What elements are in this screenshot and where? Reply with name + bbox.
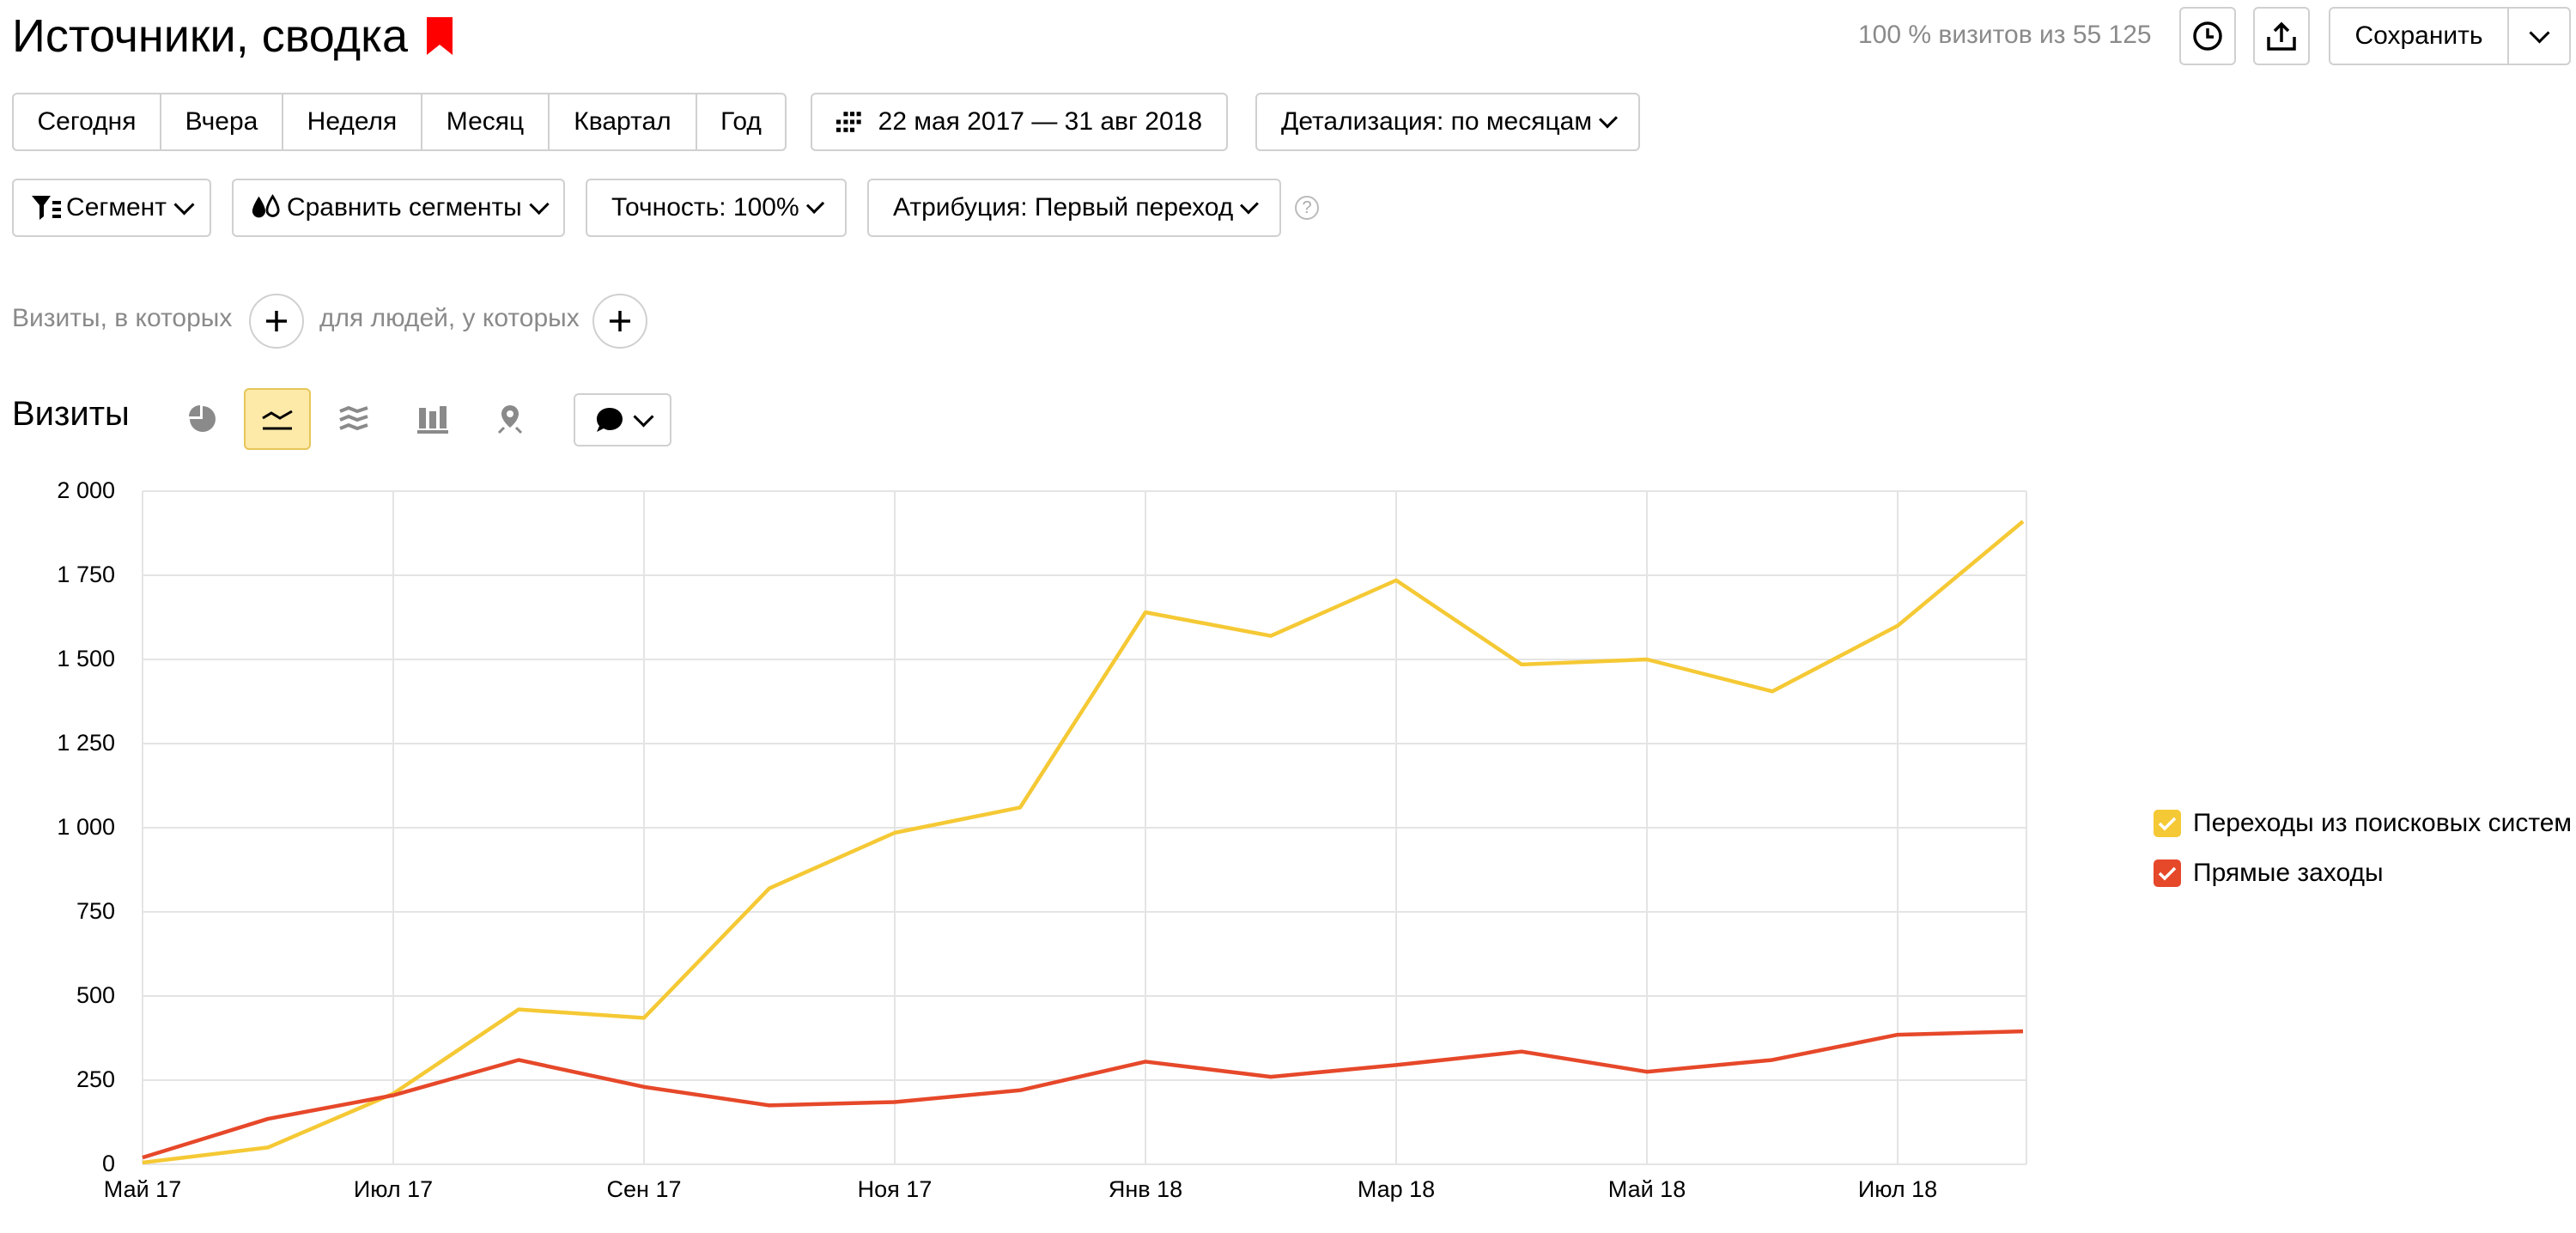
series-line-direct bbox=[142, 1029, 2024, 1160]
segment-label: Сегмент bbox=[66, 193, 167, 222]
filter-icon bbox=[32, 196, 62, 220]
annotations-dropdown[interactable] bbox=[574, 393, 671, 446]
x-tick-label: Июл 17 bbox=[353, 1176, 434, 1202]
chart-title: Визиты bbox=[12, 395, 130, 433]
y-tick-label: 750 bbox=[76, 898, 115, 924]
period-selector: Сегодня Вчера Неделя Месяц Квартал Год bbox=[12, 93, 787, 151]
visits-condition-label: Визиты, в которых bbox=[12, 304, 233, 332]
period-month[interactable]: Месяц bbox=[422, 94, 550, 149]
people-condition-label: для людей, у которых bbox=[319, 304, 580, 332]
plus-icon bbox=[266, 311, 287, 331]
chart-type-bars[interactable] bbox=[407, 392, 459, 446]
save-split-button: Сохранить bbox=[2329, 7, 2571, 65]
pie-chart-icon bbox=[189, 405, 216, 432]
y-tick-label: 0 bbox=[101, 1151, 115, 1176]
x-tick-label: Янв 18 bbox=[1108, 1176, 1183, 1202]
x-tick-label: Сен 17 bbox=[606, 1176, 682, 1202]
period-yesterday[interactable]: Вчера bbox=[161, 94, 283, 149]
accuracy-dropdown[interactable]: Точность: 100% bbox=[586, 179, 847, 237]
chart-type-map[interactable] bbox=[484, 392, 536, 446]
y-tick-label: 1 250 bbox=[57, 730, 115, 756]
period-week[interactable]: Неделя bbox=[283, 94, 422, 149]
y-tick-label: 500 bbox=[76, 982, 115, 1008]
comment-icon bbox=[596, 408, 623, 432]
attribution-label: Атрибуция: Первый переход bbox=[893, 193, 1234, 222]
calendar-icon bbox=[836, 112, 861, 132]
x-axis-labels: Май 17 Июл 17 Сен 17 Ноя 17 Янв 18 Мар 1… bbox=[0, 1176, 2576, 1211]
x-tick-label: Май 17 bbox=[103, 1176, 182, 1202]
help-icon[interactable]: ? bbox=[1295, 196, 1319, 220]
add-people-condition-button[interactable] bbox=[592, 294, 647, 349]
period-year[interactable]: Год bbox=[720, 107, 762, 136]
attribution-dropdown[interactable]: Атрибуция: Первый переход bbox=[867, 179, 1281, 237]
chart-type-area[interactable] bbox=[328, 392, 380, 446]
y-tick-label: 250 bbox=[76, 1066, 115, 1092]
page-title-wrap: Источники, сводка bbox=[12, 3, 453, 69]
stacked-area-icon bbox=[339, 406, 368, 431]
period-quarter[interactable]: Квартал bbox=[550, 94, 697, 149]
date-range-label: 22 мая 2017 — 31 авг 2018 bbox=[878, 107, 1202, 136]
x-tick-label: Июл 18 bbox=[1857, 1176, 1938, 1202]
page-title: Источники, сводка bbox=[12, 10, 408, 62]
add-visit-condition-button[interactable] bbox=[249, 294, 304, 349]
x-tick-label: Май 18 bbox=[1607, 1176, 1686, 1202]
date-range-button[interactable]: 22 мая 2017 — 31 авг 2018 bbox=[811, 93, 1228, 151]
legend-label: Переходы из поисковых систем bbox=[2193, 809, 2573, 837]
checkbox-checked-icon bbox=[2154, 859, 2181, 887]
y-tick-label: 2 000 bbox=[57, 477, 115, 503]
y-axis-labels: 2 000 1 750 1 500 1 250 1 000 750 500 25… bbox=[0, 0, 115, 1233]
series-line-search bbox=[142, 519, 2025, 1165]
x-tick-label: Ноя 17 bbox=[857, 1176, 933, 1202]
x-tick-label: Мар 18 bbox=[1357, 1176, 1436, 1202]
accuracy-label: Точность: 100% bbox=[611, 193, 799, 222]
plus-icon bbox=[610, 311, 630, 331]
legend-item-direct[interactable]: Прямые заходы bbox=[2154, 859, 2384, 888]
line-chart-icon bbox=[262, 410, 293, 430]
checkbox-checked-icon bbox=[2154, 810, 2181, 837]
bar-chart-icon bbox=[417, 406, 448, 434]
segment-button[interactable]: Сегмент bbox=[12, 179, 211, 237]
compare-segments-button[interactable]: Сравнить сегменты bbox=[232, 179, 565, 237]
y-tick-label: 1 500 bbox=[57, 646, 115, 671]
legend-item-search[interactable]: Переходы из поисковых систем bbox=[2154, 809, 2572, 838]
chart-type-line[interactable] bbox=[244, 388, 311, 450]
period-today[interactable]: Сегодня bbox=[14, 94, 161, 149]
compare-icon bbox=[252, 194, 280, 218]
compare-label: Сравнить сегменты bbox=[286, 193, 522, 222]
detail-dropdown[interactable]: Детализация: по месяцам bbox=[1255, 93, 1640, 151]
save-button[interactable]: Сохранить bbox=[2330, 9, 2509, 64]
map-pin-icon bbox=[497, 405, 523, 434]
y-tick-label: 1 750 bbox=[57, 562, 115, 587]
legend-label: Прямые заходы bbox=[2193, 859, 2384, 887]
y-tick-label: 1 000 bbox=[57, 814, 115, 840]
sample-info: 100 % визитов из 55 125 bbox=[1858, 21, 2152, 49]
history-button[interactable] bbox=[2179, 7, 2236, 65]
clock-icon bbox=[2193, 21, 2222, 51]
bookmark-icon[interactable] bbox=[426, 17, 453, 55]
detail-label: Детализация: по месяцам bbox=[1281, 107, 1592, 136]
export-button[interactable] bbox=[2253, 7, 2310, 65]
upload-icon bbox=[2267, 21, 2296, 51]
chart-type-pie[interactable] bbox=[177, 392, 228, 446]
